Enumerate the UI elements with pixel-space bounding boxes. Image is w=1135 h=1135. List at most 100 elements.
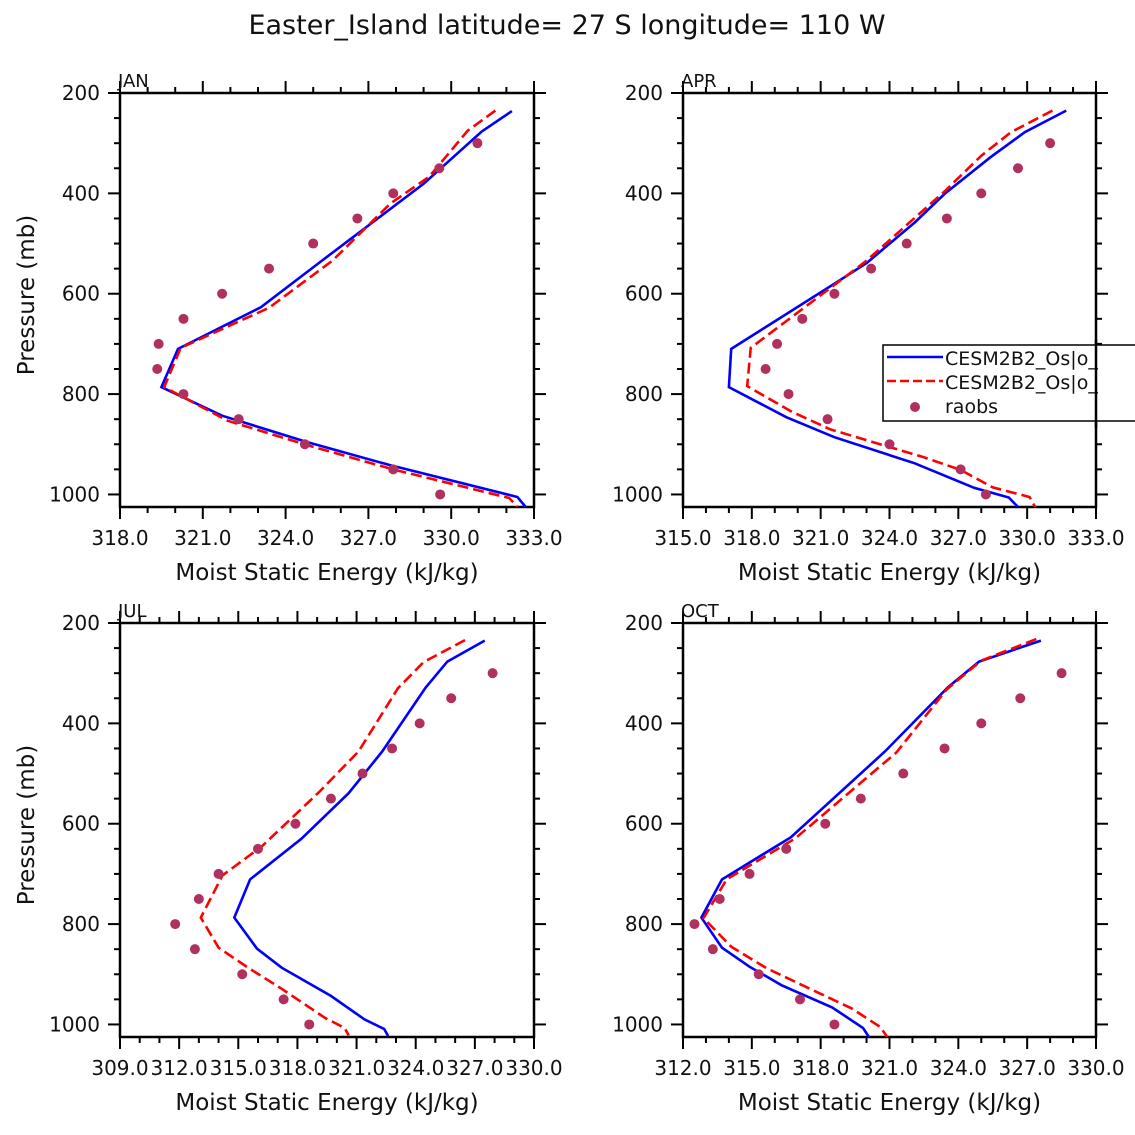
x-tick-label: 309.0 — [91, 1056, 148, 1080]
raobs-point — [304, 1019, 315, 1030]
panel-jul: 200 400 600 800 1000 309.0 312.0 315.0 318.0 321.… — [14, 601, 563, 1116]
raobs-point — [980, 489, 991, 500]
raobs-point — [976, 718, 987, 729]
x-axis-label: Moist Static Energy (kJ/kg) — [175, 1090, 478, 1116]
y-tick-label: 600 — [62, 812, 100, 836]
x-tick-label: 315.0 — [723, 1056, 780, 1080]
model-line-solid — [699, 639, 1042, 1037]
raobs-point — [434, 163, 445, 174]
raobs-point — [855, 793, 866, 804]
panel-title-jul: JUL — [117, 601, 147, 622]
raobs-point — [446, 693, 457, 704]
model-line-solid — [232, 639, 486, 1037]
raobs-point — [1045, 138, 1056, 149]
raobs-point — [189, 944, 200, 955]
x-tick-label: 330.0 — [999, 526, 1056, 550]
raobs-point — [237, 969, 248, 980]
y-tick-label: 200 — [625, 81, 663, 105]
raobs-point — [325, 793, 336, 804]
raobs-point — [153, 338, 164, 349]
panel-jan: 200 400 600 800 1000 318.0 321.0 324.0 327.0 330.… — [14, 71, 563, 586]
y-tick-label: 400 — [62, 181, 100, 205]
x-tick-label: 318.0 — [723, 526, 780, 550]
y-tick-label: 200 — [625, 611, 663, 635]
raobs-point — [357, 768, 368, 779]
raobs-point — [939, 743, 950, 754]
raobs-point — [264, 263, 275, 274]
raobs-point — [1015, 693, 1026, 704]
raobs-point — [898, 768, 909, 779]
raobs-point — [233, 414, 244, 425]
x-tick-label: 315.0 — [654, 526, 711, 550]
y-tick-label: 200 — [62, 611, 100, 635]
raobs-point — [795, 994, 806, 1005]
y-tick-label: 1000 — [49, 1012, 100, 1036]
raobs-point — [884, 439, 895, 450]
raobs-point — [753, 969, 764, 980]
series-group-oct — [689, 637, 1067, 1037]
raobs-point — [308, 238, 319, 249]
raobs-point — [829, 288, 840, 299]
series-group-jan — [152, 109, 527, 507]
legend-label: CESM2B2_Os|o_ — [945, 348, 1098, 370]
y-tick-label: 800 — [625, 912, 663, 936]
raobs-point — [387, 743, 398, 754]
raobs-point — [278, 994, 289, 1005]
x-tick-label: 333.0 — [505, 526, 562, 550]
model-line-solid — [727, 109, 1067, 507]
raobs-point — [781, 843, 792, 854]
x-tick-label: 318.0 — [792, 1056, 849, 1080]
y-tick-label: 600 — [62, 282, 100, 306]
plot-frame-oct — [681, 621, 1098, 1039]
panel-title-apr: APR — [681, 71, 717, 92]
x-tick-label: 333.0 — [1067, 526, 1124, 550]
x-tick-label: 318.0 — [269, 1056, 326, 1080]
y-tick-label: 800 — [62, 382, 100, 406]
x-tick-label: 321.0 — [328, 1056, 385, 1080]
raobs-point — [352, 213, 363, 224]
y-tick-label: 600 — [625, 282, 663, 306]
raobs-point — [820, 818, 831, 829]
x-tick-label: 321.0 — [792, 526, 849, 550]
legend-label: CESM2B2_Os|o_ — [945, 372, 1098, 394]
y-tick-label: 1000 — [612, 1012, 663, 1036]
raobs-point — [689, 919, 700, 930]
raobs-point — [193, 894, 204, 904]
y-tick-label: 1000 — [49, 482, 100, 506]
y-tick-label: 800 — [62, 912, 100, 936]
raobs-point — [1012, 163, 1023, 174]
series-group-jul — [170, 638, 498, 1037]
x-tick-label: 324.0 — [257, 526, 314, 550]
raobs-point — [941, 213, 952, 224]
raobs-point — [976, 188, 987, 199]
panel-title-oct: OCT — [681, 601, 720, 622]
x-tick-label: 327.0 — [930, 526, 987, 550]
raobs-point — [707, 944, 718, 955]
raobs-point — [152, 364, 163, 374]
x-tick-label: 312.0 — [654, 1056, 711, 1080]
y-tick-label: 200 — [62, 81, 100, 105]
x-tick-label: 318.0 — [91, 526, 148, 550]
raobs-point — [299, 439, 310, 450]
plot-frame-jul — [118, 621, 536, 1039]
raobs-point — [178, 389, 189, 400]
legend-label: raobs — [945, 396, 998, 418]
raobs-point — [472, 138, 483, 149]
raobs-point — [388, 464, 399, 475]
raobs-point — [797, 313, 808, 324]
y-axis-label: Pressure (mb) — [14, 745, 40, 905]
raobs-point — [290, 818, 301, 829]
raobs-point — [435, 489, 446, 500]
panel-title-jan: JAN — [117, 71, 149, 92]
x-tick-label: 330.0 — [423, 526, 480, 550]
raobs-point — [772, 338, 783, 349]
x-axis-label: Moist Static Energy (kJ/kg) — [175, 560, 478, 586]
raobs-point — [783, 389, 794, 400]
raobs-point — [213, 868, 224, 879]
x-tick-label: 315.0 — [210, 1056, 267, 1080]
x-tick-label: 327.0 — [340, 526, 397, 550]
model-line-solid — [159, 110, 527, 507]
model-line-dashed — [745, 109, 1054, 507]
